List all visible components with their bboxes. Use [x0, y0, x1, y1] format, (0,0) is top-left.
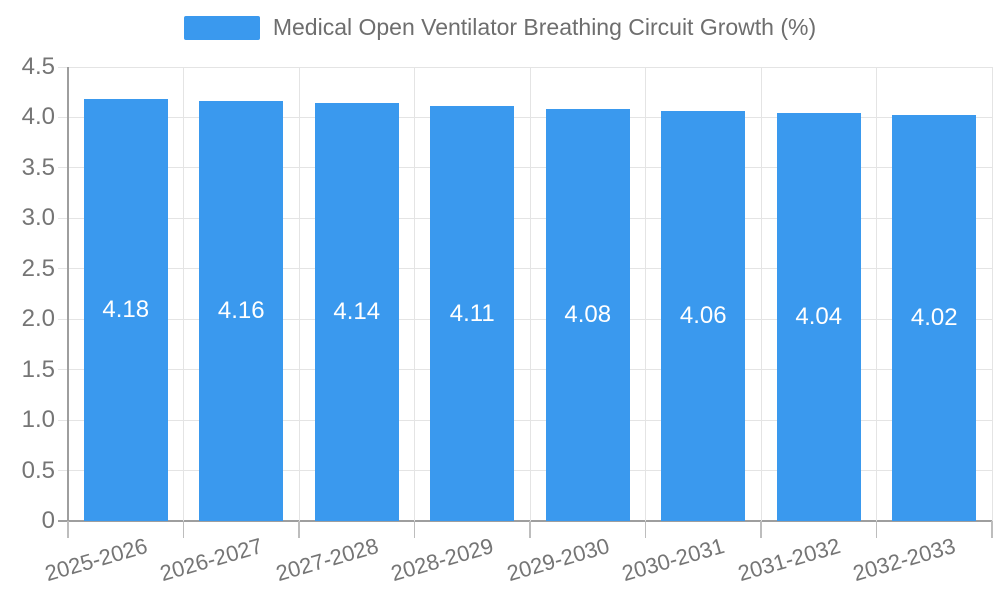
legend-label: Medical Open Ventilator Breathing Circui…	[272, 14, 817, 40]
x-tick	[298, 521, 300, 538]
y-tick-label: 2.5	[21, 254, 55, 282]
h-gridline	[58, 470, 992, 472]
v-gridline	[67, 67, 69, 521]
x-tick-label: 2026-2027	[157, 533, 266, 587]
x-tick-label: 2031-2032	[734, 533, 843, 587]
bar-value-label: 4.06	[679, 302, 727, 330]
x-tick-label: 2025-2026	[41, 533, 150, 587]
x-tick	[644, 521, 647, 538]
v-gridline	[183, 67, 184, 521]
x-tick	[875, 521, 878, 538]
x-tick-label: 2030-2031	[619, 533, 728, 587]
bar-value-label: 4.14	[333, 298, 381, 326]
v-gridline	[298, 67, 300, 521]
y-tick-label: 0	[41, 507, 55, 534]
legend[interactable]: Medical Open Ventilator Breathing Circui…	[0, 14, 1000, 41]
bar-value-label: 4.02	[910, 304, 958, 332]
x-tick-label: 2027-2028	[272, 533, 381, 587]
bar-value-label: 4.08	[564, 301, 612, 329]
y-tick-label: 3.0	[21, 204, 55, 232]
bar-value-label: 4.16	[217, 297, 265, 325]
x-tick	[182, 521, 185, 538]
v-gridline	[645, 67, 646, 521]
v-gridline	[760, 67, 762, 521]
y-tick-label: 1.0	[21, 406, 55, 434]
h-gridline	[58, 520, 992, 522]
x-tick	[760, 521, 762, 538]
h-gridline	[58, 167, 992, 169]
h-gridline	[58, 369, 992, 371]
h-gridline	[58, 419, 992, 421]
bar-value-label: 4.04	[795, 303, 843, 331]
bar[interactable]: 4.18	[83, 99, 168, 521]
x-tick	[991, 521, 993, 538]
y-tick-label: 1.5	[21, 355, 55, 383]
x-tick	[413, 521, 416, 538]
legend-swatch	[183, 15, 260, 40]
h-gridline	[58, 66, 992, 68]
v-gridline	[414, 67, 415, 521]
bar-value-label: 4.11	[449, 299, 495, 327]
bar[interactable]: 4.04	[776, 113, 861, 521]
v-gridline	[991, 67, 993, 521]
bar[interactable]: 4.06	[661, 111, 746, 521]
v-gridline	[529, 67, 531, 521]
h-gridline	[58, 318, 992, 320]
y-tick-label: 3.5	[21, 153, 55, 181]
x-tick-label: 2032-2033	[850, 533, 959, 587]
x-tick-label: 2028-2029	[388, 533, 497, 587]
bar[interactable]: 4.08	[545, 109, 630, 521]
x-tick-label: 2029-2030	[503, 533, 612, 587]
y-tick-label: 2.0	[21, 305, 55, 333]
y-tick-label: 0.5	[21, 456, 55, 484]
h-gridline	[58, 116, 992, 118]
y-tick-label: 4.5	[21, 53, 55, 80]
bar[interactable]: 4.16	[199, 101, 284, 521]
v-gridline	[876, 67, 877, 521]
bar-value-label: 4.18	[102, 296, 150, 324]
y-tick-label: 4.0	[21, 103, 55, 131]
bar[interactable]: 4.11	[430, 106, 515, 521]
h-gridline	[58, 268, 992, 270]
x-tick	[529, 521, 531, 538]
bar[interactable]: 4.02	[892, 115, 977, 521]
x-tick	[67, 521, 69, 538]
h-gridline	[58, 217, 992, 219]
bar[interactable]: 4.14	[314, 103, 399, 521]
